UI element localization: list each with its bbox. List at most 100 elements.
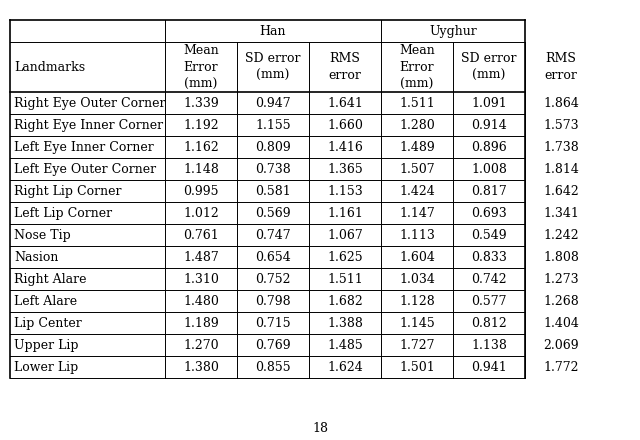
Text: 1.161: 1.161 xyxy=(327,206,363,220)
Text: 1.067: 1.067 xyxy=(327,228,363,242)
Text: 1.012: 1.012 xyxy=(183,206,219,220)
Text: Lip Center: Lip Center xyxy=(14,316,82,330)
Text: 1.864: 1.864 xyxy=(543,96,579,110)
Text: 0.693: 0.693 xyxy=(471,206,507,220)
Text: 0.914: 0.914 xyxy=(471,118,507,132)
Text: 0.833: 0.833 xyxy=(471,250,507,264)
Text: SD error
(mm): SD error (mm) xyxy=(461,52,516,82)
Text: Mean
Error
(mm): Mean Error (mm) xyxy=(399,44,435,91)
Text: 0.761: 0.761 xyxy=(183,228,219,242)
Text: 1.008: 1.008 xyxy=(471,162,507,176)
Text: 1.424: 1.424 xyxy=(399,184,435,198)
Text: 1.273: 1.273 xyxy=(543,272,579,286)
Text: 1.189: 1.189 xyxy=(183,316,219,330)
Text: SD error
(mm): SD error (mm) xyxy=(245,52,301,82)
Text: Left Lip Corner: Left Lip Corner xyxy=(14,206,112,220)
Text: 1.642: 1.642 xyxy=(543,184,579,198)
Text: 1.641: 1.641 xyxy=(327,96,363,110)
Text: 0.798: 0.798 xyxy=(255,294,291,308)
Text: 1.034: 1.034 xyxy=(399,272,435,286)
Text: 1.814: 1.814 xyxy=(543,162,579,176)
Text: 1.507: 1.507 xyxy=(399,162,435,176)
Text: 1.113: 1.113 xyxy=(399,228,435,242)
Text: 1.738: 1.738 xyxy=(543,140,579,154)
Text: 1.192: 1.192 xyxy=(183,118,219,132)
Text: Landmarks: Landmarks xyxy=(14,61,85,73)
Text: Left Alare: Left Alare xyxy=(14,294,77,308)
Text: 1.365: 1.365 xyxy=(327,162,363,176)
Text: 18: 18 xyxy=(312,422,328,435)
Text: 1.341: 1.341 xyxy=(543,206,579,220)
Text: Mean
Error
(mm): Mean Error (mm) xyxy=(183,44,219,91)
Text: 0.738: 0.738 xyxy=(255,162,291,176)
Text: 1.625: 1.625 xyxy=(327,250,363,264)
Text: 0.809: 0.809 xyxy=(255,140,291,154)
Text: 0.577: 0.577 xyxy=(471,294,507,308)
Text: 1.404: 1.404 xyxy=(543,316,579,330)
Text: 0.549: 0.549 xyxy=(471,228,507,242)
Text: 1.153: 1.153 xyxy=(327,184,363,198)
Text: 1.511: 1.511 xyxy=(399,96,435,110)
Text: 0.752: 0.752 xyxy=(255,272,291,286)
Text: Lower Lip: Lower Lip xyxy=(14,360,78,374)
Text: 1.339: 1.339 xyxy=(183,96,219,110)
Text: 2.069: 2.069 xyxy=(543,338,579,352)
Text: Han: Han xyxy=(260,25,286,37)
Text: Left Eye Outer Corner: Left Eye Outer Corner xyxy=(14,162,156,176)
Text: 1.128: 1.128 xyxy=(399,294,435,308)
Text: 1.480: 1.480 xyxy=(183,294,219,308)
Text: Nasion: Nasion xyxy=(14,250,58,264)
Text: 1.270: 1.270 xyxy=(183,338,219,352)
Text: 1.573: 1.573 xyxy=(543,118,579,132)
Text: 0.817: 0.817 xyxy=(471,184,507,198)
Text: 0.995: 0.995 xyxy=(183,184,219,198)
Text: Right Eye Inner Corner: Right Eye Inner Corner xyxy=(14,118,163,132)
Text: 1.148: 1.148 xyxy=(183,162,219,176)
Text: Right Eye Outer Corner: Right Eye Outer Corner xyxy=(14,96,166,110)
Text: 1.624: 1.624 xyxy=(327,360,363,374)
Text: 1.485: 1.485 xyxy=(327,338,363,352)
Text: Right Lip Corner: Right Lip Corner xyxy=(14,184,122,198)
Text: 1.380: 1.380 xyxy=(183,360,219,374)
Text: Nose Tip: Nose Tip xyxy=(14,228,71,242)
Text: Upper Lip: Upper Lip xyxy=(14,338,79,352)
Text: 0.742: 0.742 xyxy=(471,272,507,286)
Text: 1.138: 1.138 xyxy=(471,338,507,352)
Text: 1.682: 1.682 xyxy=(327,294,363,308)
Text: 0.747: 0.747 xyxy=(255,228,291,242)
Text: 1.147: 1.147 xyxy=(399,206,435,220)
Text: 1.416: 1.416 xyxy=(327,140,363,154)
Text: 1.155: 1.155 xyxy=(255,118,291,132)
Text: 1.772: 1.772 xyxy=(543,360,579,374)
Text: 1.268: 1.268 xyxy=(543,294,579,308)
Text: 0.896: 0.896 xyxy=(471,140,507,154)
Text: Right Alare: Right Alare xyxy=(14,272,86,286)
Text: 1.489: 1.489 xyxy=(399,140,435,154)
Text: Left Eye Inner Corner: Left Eye Inner Corner xyxy=(14,140,154,154)
Text: 1.162: 1.162 xyxy=(183,140,219,154)
Text: 0.812: 0.812 xyxy=(471,316,507,330)
Text: 1.388: 1.388 xyxy=(327,316,363,330)
Text: 0.769: 0.769 xyxy=(255,338,291,352)
Text: 1.501: 1.501 xyxy=(399,360,435,374)
Text: 1.727: 1.727 xyxy=(399,338,435,352)
Text: 0.855: 0.855 xyxy=(255,360,291,374)
Text: 0.581: 0.581 xyxy=(255,184,291,198)
Text: 0.715: 0.715 xyxy=(255,316,291,330)
Text: 0.941: 0.941 xyxy=(471,360,507,374)
Text: 1.091: 1.091 xyxy=(471,96,507,110)
Text: RMS
error: RMS error xyxy=(545,52,577,82)
Text: 1.280: 1.280 xyxy=(399,118,435,132)
Text: 0.947: 0.947 xyxy=(255,96,291,110)
Text: 1.808: 1.808 xyxy=(543,250,579,264)
Text: 1.604: 1.604 xyxy=(399,250,435,264)
Text: 1.242: 1.242 xyxy=(543,228,579,242)
Text: 0.569: 0.569 xyxy=(255,206,291,220)
Text: 1.145: 1.145 xyxy=(399,316,435,330)
Text: 1.660: 1.660 xyxy=(327,118,363,132)
Text: 1.487: 1.487 xyxy=(183,250,219,264)
Text: 0.654: 0.654 xyxy=(255,250,291,264)
Text: 1.511: 1.511 xyxy=(327,272,363,286)
Text: 1.310: 1.310 xyxy=(183,272,219,286)
Text: RMS
error: RMS error xyxy=(328,52,362,82)
